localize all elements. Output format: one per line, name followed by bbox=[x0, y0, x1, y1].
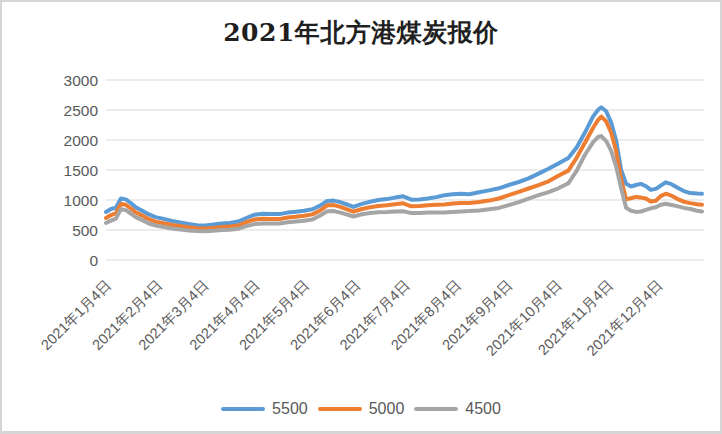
legend-item-5500[interactable]: 5500 bbox=[221, 401, 308, 417]
y-axis-tick-label: 1500 bbox=[64, 162, 99, 179]
legend-label: 5500 bbox=[272, 401, 308, 417]
y-axis-tick-label: 500 bbox=[72, 222, 98, 239]
coal-price-chart: 2021年北方港煤炭报价 050010001500200025003000202… bbox=[0, 0, 722, 434]
legend-swatch-5000 bbox=[318, 407, 362, 412]
series-line-5500[interactable] bbox=[106, 107, 702, 225]
legend-label: 5000 bbox=[369, 401, 405, 417]
y-axis-tick-label: 1000 bbox=[64, 192, 99, 209]
legend-label: 4500 bbox=[465, 401, 501, 417]
chart-legend: 5500 5000 4500 bbox=[2, 398, 720, 420]
legend-swatch-4500 bbox=[414, 407, 458, 412]
legend-item-5000[interactable]: 5000 bbox=[318, 401, 405, 417]
y-axis-tick-label: 2500 bbox=[64, 102, 99, 119]
legend-item-4500[interactable]: 4500 bbox=[414, 401, 501, 417]
plot-area: 0500100015002000250030002021年1月4日2021年2月… bbox=[2, 2, 722, 434]
legend-swatch-5500 bbox=[221, 407, 265, 412]
series-line-4500[interactable] bbox=[106, 136, 702, 231]
y-axis-tick-label: 3000 bbox=[64, 72, 99, 89]
y-axis-tick-label: 0 bbox=[89, 252, 98, 269]
y-axis-tick-label: 2000 bbox=[64, 132, 99, 149]
